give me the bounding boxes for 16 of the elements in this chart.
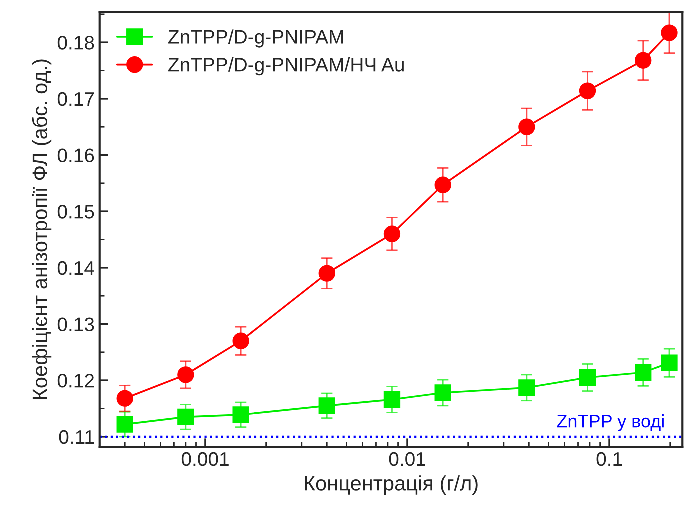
legend-label: ZnTPP/D-g-PNIPAM/НЧ Au bbox=[168, 58, 404, 76]
y-tick-label: 0.11 bbox=[59, 430, 94, 444]
y-tick-label: 0.16 bbox=[58, 148, 94, 162]
y-tick-label: 0.17 bbox=[58, 92, 94, 106]
y-tick-label: 0.12 bbox=[58, 374, 94, 388]
y-tick-label: 0.18 bbox=[58, 36, 94, 50]
x-axis-title: Концентрація (г/л) bbox=[305, 476, 478, 496]
y-tick-label: 0.13 bbox=[58, 318, 94, 332]
legend-label: ZnTPP/D-g-PNIPAM bbox=[168, 30, 344, 48]
x-tick-label: 0.1 bbox=[596, 452, 622, 466]
y-axis-title: Коефіцієнт анізотропії ФЛ (абс. од.) bbox=[32, 60, 52, 400]
y-tick-label: 0.15 bbox=[58, 205, 94, 219]
ref-line-label: ZnTPP у воді bbox=[557, 414, 664, 432]
x-tick-label: 0.01 bbox=[389, 452, 426, 466]
y-tick-label: 0.14 bbox=[58, 261, 94, 276]
x-tick-label: 0.001 bbox=[182, 452, 229, 466]
